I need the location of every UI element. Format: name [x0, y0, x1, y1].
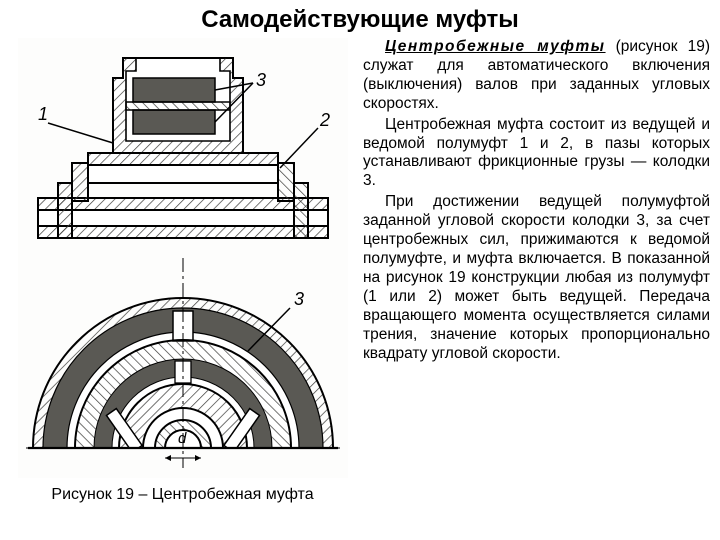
paragraph-2: Центробежная муфта состоит из ведущей и … — [363, 116, 710, 192]
label-3-top: 3 — [256, 70, 266, 90]
paragraph-3: При достижении ведущей полумуфтой заданн… — [363, 193, 710, 363]
subtitle: Центробежные муфты — [385, 38, 606, 55]
page-title: Самодействующие муфты — [0, 0, 720, 38]
figure-column: 1 2 3 — [10, 38, 355, 504]
diagram-top: 1 2 3 — [18, 38, 348, 253]
label-2-top: 2 — [319, 110, 330, 130]
diagram-bottom: 3 d — [18, 253, 348, 478]
label-1-top: 1 — [38, 104, 48, 124]
paragraph-1: Центробежные муфты (рисунок 19) служат д… — [363, 38, 710, 114]
label-3-bottom: 3 — [294, 289, 304, 309]
figure-caption: Рисунок 19 – Центробежная муфта — [51, 486, 313, 504]
label-d: d — [178, 430, 187, 447]
text-column: Центробежные муфты (рисунок 19) служат д… — [355, 38, 710, 504]
content-row: 1 2 3 — [0, 38, 720, 504]
